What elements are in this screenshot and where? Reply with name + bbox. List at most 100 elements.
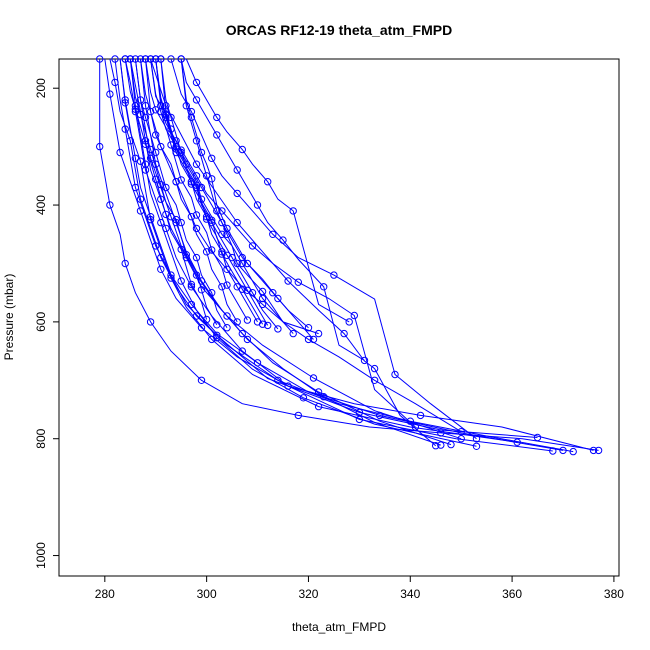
- data-point: [177, 245, 185, 254]
- data-point: [187, 113, 196, 122]
- data-point: [533, 433, 542, 442]
- profile-line-26: [140, 58, 238, 323]
- data-point: [314, 388, 323, 396]
- profile-line-7: [129, 58, 477, 447]
- data-point: [233, 166, 241, 174]
- data-point: [116, 148, 124, 157]
- data-point: [96, 55, 104, 63]
- data-point: [223, 312, 231, 320]
- data-point: [187, 213, 196, 221]
- data-point: [264, 178, 272, 186]
- data-point: [213, 331, 221, 339]
- x-tick-label: 320: [298, 587, 318, 601]
- data-point: [447, 440, 455, 449]
- y-axis-label: Pressure (mbar): [2, 274, 16, 361]
- profile-line-27: [134, 58, 228, 328]
- data-point: [243, 259, 252, 268]
- data-point: [360, 356, 369, 365]
- data-point: [192, 253, 201, 262]
- data-point: [340, 329, 348, 338]
- data-point: [187, 280, 196, 289]
- x-tick-label: 380: [604, 587, 624, 601]
- data-point: [192, 78, 201, 87]
- data-point: [238, 329, 247, 338]
- data-point: [157, 55, 165, 63]
- data-point: [167, 274, 175, 282]
- data-point: [269, 230, 277, 239]
- data-point: [141, 55, 150, 63]
- data-point: [345, 318, 353, 326]
- data-point: [243, 286, 252, 294]
- data-point: [472, 442, 481, 450]
- data-point: [309, 335, 318, 344]
- data-point: [192, 181, 201, 189]
- data-point: [111, 55, 119, 63]
- data-point: [141, 160, 150, 168]
- data-point: [569, 447, 577, 456]
- data-point: [121, 125, 129, 133]
- profile-line-8: [129, 58, 462, 440]
- data-point: [513, 438, 521, 446]
- data-point: [146, 55, 155, 63]
- y-axis: 200 400 600 800 1000: [34, 78, 59, 569]
- data-point: [177, 55, 185, 63]
- data-point: [208, 246, 216, 254]
- profile-line-10: [140, 58, 441, 446]
- data-point: [213, 334, 221, 342]
- data-point: [432, 442, 440, 450]
- data-point: [274, 325, 282, 333]
- profile-line-25: [145, 58, 248, 321]
- data-point: [121, 259, 129, 268]
- profile-line-15: [180, 58, 365, 361]
- data-point: [233, 318, 241, 326]
- data-point: [167, 141, 175, 149]
- data-point: [106, 201, 114, 209]
- data-point: [208, 175, 216, 183]
- data-point: [192, 211, 201, 219]
- x-axis: 280 300 320 340 360 380: [95, 576, 624, 601]
- data-point: [391, 370, 399, 379]
- data-point: [121, 55, 129, 63]
- data-point: [146, 318, 155, 326]
- data-point: [172, 215, 180, 224]
- profile-line-24: [150, 58, 258, 323]
- data-point: [182, 102, 191, 110]
- data-point: [177, 277, 185, 285]
- data-point: [208, 154, 216, 163]
- data-point: [152, 131, 160, 139]
- data-point: [223, 281, 231, 289]
- data-point: [549, 447, 557, 455]
- profile-line-4: [124, 58, 553, 452]
- x-tick-label: 340: [400, 587, 420, 601]
- data-point: [162, 210, 170, 219]
- data-point: [289, 207, 297, 215]
- data-point: [192, 96, 201, 104]
- data-point: [152, 175, 160, 184]
- data-point: [233, 218, 241, 227]
- data-point: [457, 428, 465, 436]
- data-point: [136, 55, 145, 63]
- data-point: [157, 218, 165, 227]
- data-point: [146, 215, 155, 224]
- data-point: [218, 218, 226, 227]
- data-point: [238, 145, 247, 154]
- data-point: [233, 283, 241, 291]
- data-point: [218, 207, 226, 215]
- x-tick-label: 300: [197, 587, 217, 601]
- data-point: [238, 347, 247, 355]
- data-point: [258, 294, 267, 303]
- data-point: [131, 55, 140, 63]
- data-point: [416, 411, 425, 420]
- data-point: [152, 106, 160, 114]
- y-tick-label: 600: [34, 312, 48, 332]
- data-point: [304, 324, 313, 332]
- data-point: [370, 376, 379, 384]
- data-point: [248, 242, 257, 250]
- data-point: [299, 394, 308, 402]
- data-point: [269, 289, 277, 297]
- data-point: [233, 189, 241, 198]
- y-tick-label: 1000: [34, 542, 48, 569]
- data-point: [202, 213, 211, 221]
- data-point: [177, 176, 185, 184]
